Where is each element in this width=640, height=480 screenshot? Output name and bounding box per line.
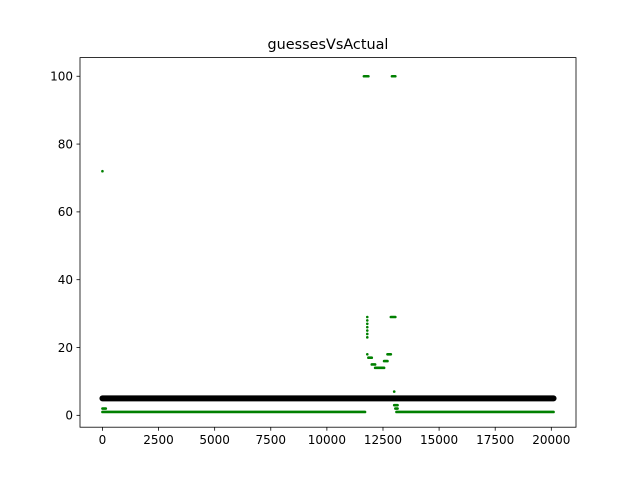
data-point — [365, 329, 369, 332]
x-tick-label: 15000 — [420, 433, 458, 447]
y-tick-label: 20 — [58, 341, 73, 355]
x-tick-label: 10000 — [308, 433, 346, 447]
y-tick-label: 60 — [58, 205, 73, 219]
x-tick-label: 12500 — [364, 433, 402, 447]
y-axis: 0 20 40 60 80 100 — [50, 70, 80, 423]
x-tick-label: 7500 — [255, 433, 286, 447]
data-point — [365, 319, 369, 322]
series-1 — [101, 74, 555, 414]
x-tick-label: 17500 — [476, 433, 514, 447]
data-point — [392, 390, 396, 393]
plot-area — [99, 74, 557, 414]
y-tick-label: 100 — [50, 70, 73, 84]
x-tick-label: 20000 — [532, 433, 570, 447]
x-tick-label: 5000 — [199, 433, 230, 447]
chart-title: guessesVsActual — [268, 37, 389, 53]
data-point — [365, 353, 369, 356]
data-point — [365, 336, 369, 339]
x-tick-label: 0 — [99, 433, 107, 447]
data-point — [365, 315, 369, 319]
data-point — [365, 322, 369, 326]
data-point — [365, 332, 369, 336]
y-tick-label: 0 — [65, 409, 73, 423]
x-tick-label: 2500 — [143, 433, 174, 447]
axes-frame — [79, 57, 577, 428]
x-axis: 0 2500 5000 7500 10000 12500 15000 17500 20000 — [99, 427, 570, 447]
y-tick-label: 40 — [58, 273, 73, 287]
data-point — [101, 169, 104, 173]
y-tick-label: 80 — [58, 137, 73, 151]
data-point — [365, 325, 369, 329]
